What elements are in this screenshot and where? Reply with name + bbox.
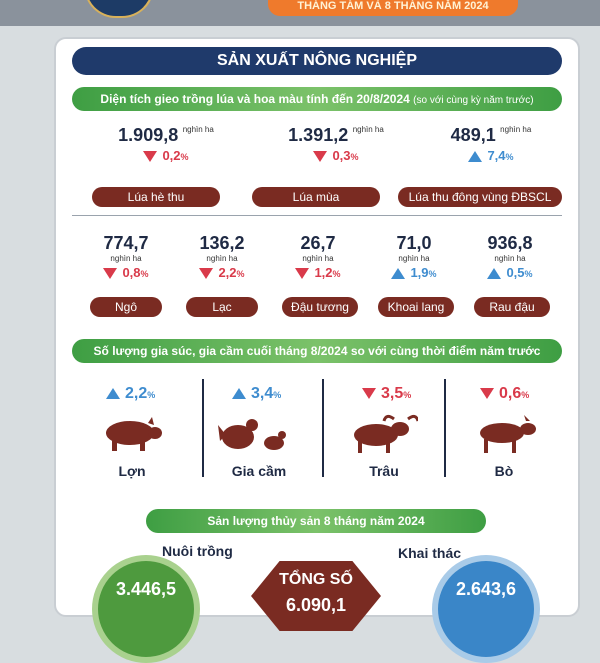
rice-main-value: 1.391,2 — [288, 125, 349, 145]
poultry-icon — [218, 419, 286, 450]
down-arrow-icon — [480, 388, 494, 400]
label-vegetables: Rau đậu — [474, 297, 550, 317]
stat-corn: 774,7 nghìn ha 0,8% — [103, 233, 149, 280]
stat-soybean: 26,7 nghìn ha 1,2% — [278, 233, 358, 280]
up-arrow-icon — [106, 388, 120, 400]
label-rice-main: Lúa mùa — [252, 187, 380, 207]
stat-rice-autumn: 489,1 nghìn ha 7,4% — [426, 125, 556, 163]
farming-circle: 3.446,5 — [92, 555, 200, 663]
aquaculture-heading: Sản lượng thủy sản 8 tháng năm 2024 — [146, 509, 486, 533]
area-heading: Diện tích gieo trồng lúa và hoa màu tính… — [72, 87, 562, 111]
divider — [322, 379, 324, 477]
poultry-label: Gia cầm — [231, 463, 287, 479]
pig-label: Lợn — [118, 463, 146, 479]
divider — [72, 215, 562, 216]
capture-circle: 2.643,6 — [432, 555, 540, 663]
poultry-change: 3,4% — [232, 385, 281, 403]
unit-label: nghìn ha — [352, 125, 384, 134]
stat-sweet-potato: 71,0 nghìn ha 1,9% — [374, 233, 454, 280]
area-heading-text: Diện tích gieo trồng lúa và hoa màu tính… — [100, 92, 410, 106]
livestock-heading: Số lượng gia súc, gia cầm cuối tháng 8/2… — [72, 339, 562, 363]
down-arrow-icon — [362, 388, 376, 400]
label-corn: Ngô — [90, 297, 162, 317]
stat-rice-main: 1.391,2 nghìn ha 0,3% — [266, 125, 406, 163]
stat-vegetables: 936,8 nghìn ha 0,5% — [487, 233, 533, 280]
cow-icon — [480, 415, 536, 453]
down-arrow-icon — [143, 151, 158, 163]
period-banner: THÁNG TÁM VÀ 8 THÁNG NĂM 2024 — [268, 0, 518, 16]
cow-label: Bò — [494, 463, 514, 479]
down-arrow-icon — [199, 268, 214, 280]
rice-summer-change: 0,2% — [96, 148, 236, 163]
up-arrow-icon — [468, 151, 483, 163]
unit-label: nghìn ha — [182, 125, 214, 134]
buffalo-icon — [354, 414, 418, 453]
unit-label: nghìn ha — [500, 125, 532, 134]
divider — [444, 379, 446, 477]
total-badge: TỔNG SỐ 6.090,1 — [251, 561, 381, 631]
agriculture-card: SẢN XUẤT NÔNG NGHIỆP Diện tích gieo trồn… — [54, 37, 580, 663]
buffalo-change: 3,5% — [362, 385, 411, 403]
rice-autumn-value: 489,1 — [450, 125, 496, 145]
stat-rice-summer: 1.909,8 nghìn ha 0,2% — [96, 125, 236, 163]
rice-autumn-change: 7,4% — [426, 148, 556, 163]
buffalo-label: Trâu — [369, 463, 399, 479]
up-arrow-icon — [487, 268, 502, 280]
capture-label: Khai thác — [398, 545, 462, 561]
down-arrow-icon — [103, 268, 118, 280]
stat-peanut: 136,2 nghìn ha 2,2% — [199, 233, 245, 280]
label-rice-summer: Lúa hè thu — [92, 187, 220, 207]
label-peanut: Lạc — [186, 297, 258, 317]
down-arrow-icon — [313, 151, 328, 163]
down-arrow-icon — [295, 268, 310, 280]
label-sweet-potato: Khoai lang — [378, 297, 454, 317]
rice-main-change: 0,3% — [266, 148, 406, 163]
farming-label: Nuôi trồng — [162, 543, 233, 559]
pig-icon — [106, 417, 162, 451]
up-arrow-icon — [232, 388, 246, 400]
divider — [202, 379, 204, 477]
label-soybean: Đậu tương — [282, 297, 358, 317]
pig-change: 2,2% — [106, 385, 155, 403]
section-title: SẢN XUẤT NÔNG NGHIỆP — [72, 47, 562, 75]
rice-summer-value: 1.909,8 — [118, 125, 179, 145]
up-arrow-icon — [391, 268, 406, 280]
cow-change: 0,6% — [480, 385, 529, 403]
area-heading-note: (so với cùng kỳ năm trước) — [413, 95, 534, 106]
label-rice-autumn: Lúa thu đông vùng ĐBSCL — [398, 187, 562, 207]
